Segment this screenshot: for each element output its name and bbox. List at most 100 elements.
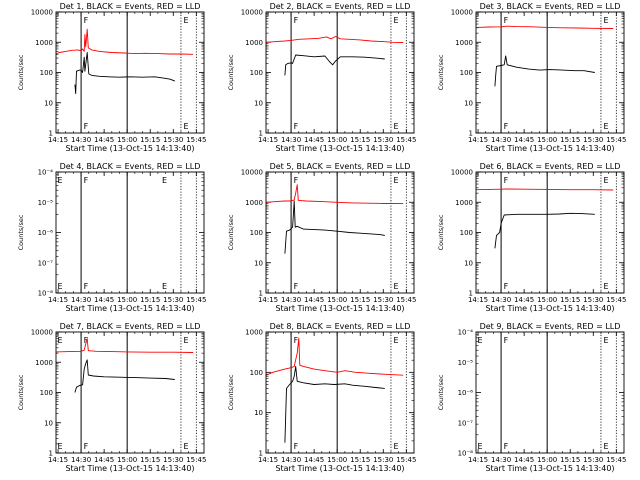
x-tick-label: 14:45 — [304, 456, 324, 464]
series-events — [284, 54, 385, 76]
marker-label-top: E — [58, 176, 63, 185]
marker-label-bottom: F — [84, 122, 89, 131]
chart-title: Det 4, BLACK = Events, RED = LLD — [60, 162, 201, 171]
y-axis-label: Counts/sec — [17, 374, 25, 410]
y-tick-label: 1 — [49, 130, 53, 138]
x-tick-label: 14:30 — [71, 296, 91, 304]
x-tick-label: 15:30 — [583, 136, 603, 144]
x-tick-label: 15:30 — [373, 136, 393, 144]
chart-det-3: Det 3, BLACK = Events, RED = LLD Start Ti… — [437, 2, 626, 153]
series-lld — [56, 338, 194, 353]
series-events — [74, 359, 175, 393]
chart-det-9: Det 9, BLACK = Events, RED = LLD Start Ti… — [437, 322, 626, 473]
x-tick-label: 15:15 — [140, 296, 160, 304]
x-tick-label: 15:15 — [350, 456, 370, 464]
x-tick-label: 15:30 — [163, 136, 183, 144]
x-axis-label: Start Time (13-Oct-15 14:13:40) — [485, 304, 614, 313]
x-axis-label: Start Time (13-Oct-15 14:13:40) — [65, 304, 194, 313]
chart-det-1: Det 1, BLACK = Events, RED = LLD Start Ti… — [17, 2, 206, 153]
x-tick-label: 14:45 — [514, 456, 534, 464]
chart-title: Det 3, BLACK = Events, RED = LLD — [480, 2, 621, 11]
x-tick-label: 14:45 — [94, 136, 114, 144]
plot-frame — [265, 171, 415, 294]
x-tick-label: 14:45 — [94, 296, 114, 304]
x-tick-label: 15:00 — [327, 136, 347, 144]
x-tick-label: 14:45 — [514, 296, 534, 304]
x-tick-label: 15:45 — [186, 456, 206, 464]
y-tick-label: 1000 — [35, 359, 53, 367]
y-tick-label: 1 — [259, 130, 263, 138]
x-axis-label: Start Time (13-Oct-15 14:13:40) — [65, 464, 194, 473]
chart-title: Det 6, BLACK = Events, RED = LLD — [480, 162, 621, 171]
series-lld — [476, 25, 614, 29]
y-tick-label: 100 — [250, 369, 263, 377]
series-lld — [266, 184, 404, 205]
x-tick-label: 14:30 — [491, 456, 511, 464]
y-axis-label: Counts/sec — [227, 214, 235, 250]
marker-label-top: F — [84, 176, 89, 185]
marker-label-top: E — [603, 336, 608, 345]
marker-label-bottom: F — [504, 282, 509, 291]
marker-label-bottom: E — [162, 282, 167, 291]
plot-frame — [475, 11, 625, 134]
marker-label-top: F — [294, 16, 299, 25]
x-tick-label: 14:45 — [514, 136, 534, 144]
y-tick-label: 100 — [250, 229, 263, 237]
marker-label-top: E — [183, 336, 188, 345]
y-tick-label: 10⁻⁵ — [38, 199, 54, 207]
x-tick-label: 15:15 — [560, 136, 580, 144]
x-tick-label: 14:15 — [48, 136, 68, 144]
y-tick-label: 10⁻⁸ — [38, 290, 54, 298]
plot-frame — [55, 11, 205, 134]
chart-det-5: Det 5, BLACK = Events, RED = LLD Start Ti… — [227, 162, 416, 313]
chart-title: Det 5, BLACK = Events, RED = LLD — [270, 162, 411, 171]
marker-label-top: E — [393, 176, 398, 185]
x-tick-label: 14:30 — [491, 136, 511, 144]
plot-frame — [265, 11, 415, 134]
x-tick-label: 14:45 — [304, 136, 324, 144]
marker-label-top: E — [393, 336, 398, 345]
series-lld — [56, 28, 194, 55]
marker-label-bottom: E — [603, 282, 608, 291]
x-tick-label: 15:45 — [396, 296, 416, 304]
chart-det-4: Det 4, BLACK = Events, RED = LLD Start Ti… — [17, 162, 206, 313]
x-tick-label: 15:30 — [163, 296, 183, 304]
y-axis-label: Counts/sec — [437, 54, 445, 90]
series-events — [284, 200, 385, 254]
y-tick-label: 1 — [469, 290, 473, 298]
y-tick-label: 10000 — [241, 169, 263, 177]
marker-label-bottom: E — [58, 442, 63, 451]
chart-title: Det 2, BLACK = Events, RED = LLD — [270, 2, 411, 11]
marker-label-top: E — [603, 176, 608, 185]
y-tick-label: 1 — [259, 450, 263, 458]
x-tick-label: 14:15 — [48, 296, 68, 304]
x-tick-label: 15:00 — [537, 456, 557, 464]
chart-det-8: Det 8, BLACK = Events, RED = LLD Start Ti… — [227, 322, 416, 473]
series-lld — [476, 188, 614, 191]
x-tick-label: 15:45 — [606, 296, 626, 304]
x-tick-label: 15:30 — [373, 456, 393, 464]
marker-label-bottom: E — [603, 122, 608, 131]
x-tick-label: 15:30 — [163, 456, 183, 464]
x-tick-label: 15:15 — [350, 136, 370, 144]
plot-frame — [475, 331, 625, 454]
x-tick-label: 15:45 — [396, 136, 416, 144]
y-axis-label: Counts/sec — [227, 374, 235, 410]
y-tick-label: 1 — [469, 130, 473, 138]
y-tick-label: 10000 — [241, 9, 263, 17]
chart-title: Det 9, BLACK = Events, RED = LLD — [480, 322, 621, 331]
y-tick-label: 100 — [40, 389, 53, 397]
y-tick-label: 10 — [464, 99, 473, 107]
chart-det-2: Det 2, BLACK = Events, RED = LLD Start Ti… — [227, 2, 416, 153]
x-tick-label: 15:00 — [537, 136, 557, 144]
x-tick-label: 15:00 — [117, 296, 137, 304]
x-tick-label: 14:30 — [281, 296, 301, 304]
marker-label-bottom: E — [393, 282, 398, 291]
marker-label-bottom: F — [294, 282, 299, 291]
x-axis-label: Start Time (13-Oct-15 14:13:40) — [275, 144, 404, 153]
marker-label-bottom: E — [603, 442, 608, 451]
x-tick-label: 15:15 — [350, 296, 370, 304]
chart-title: Det 8, BLACK = Events, RED = LLD — [270, 322, 411, 331]
y-tick-label: 10000 — [31, 329, 53, 337]
series-events — [74, 52, 175, 95]
